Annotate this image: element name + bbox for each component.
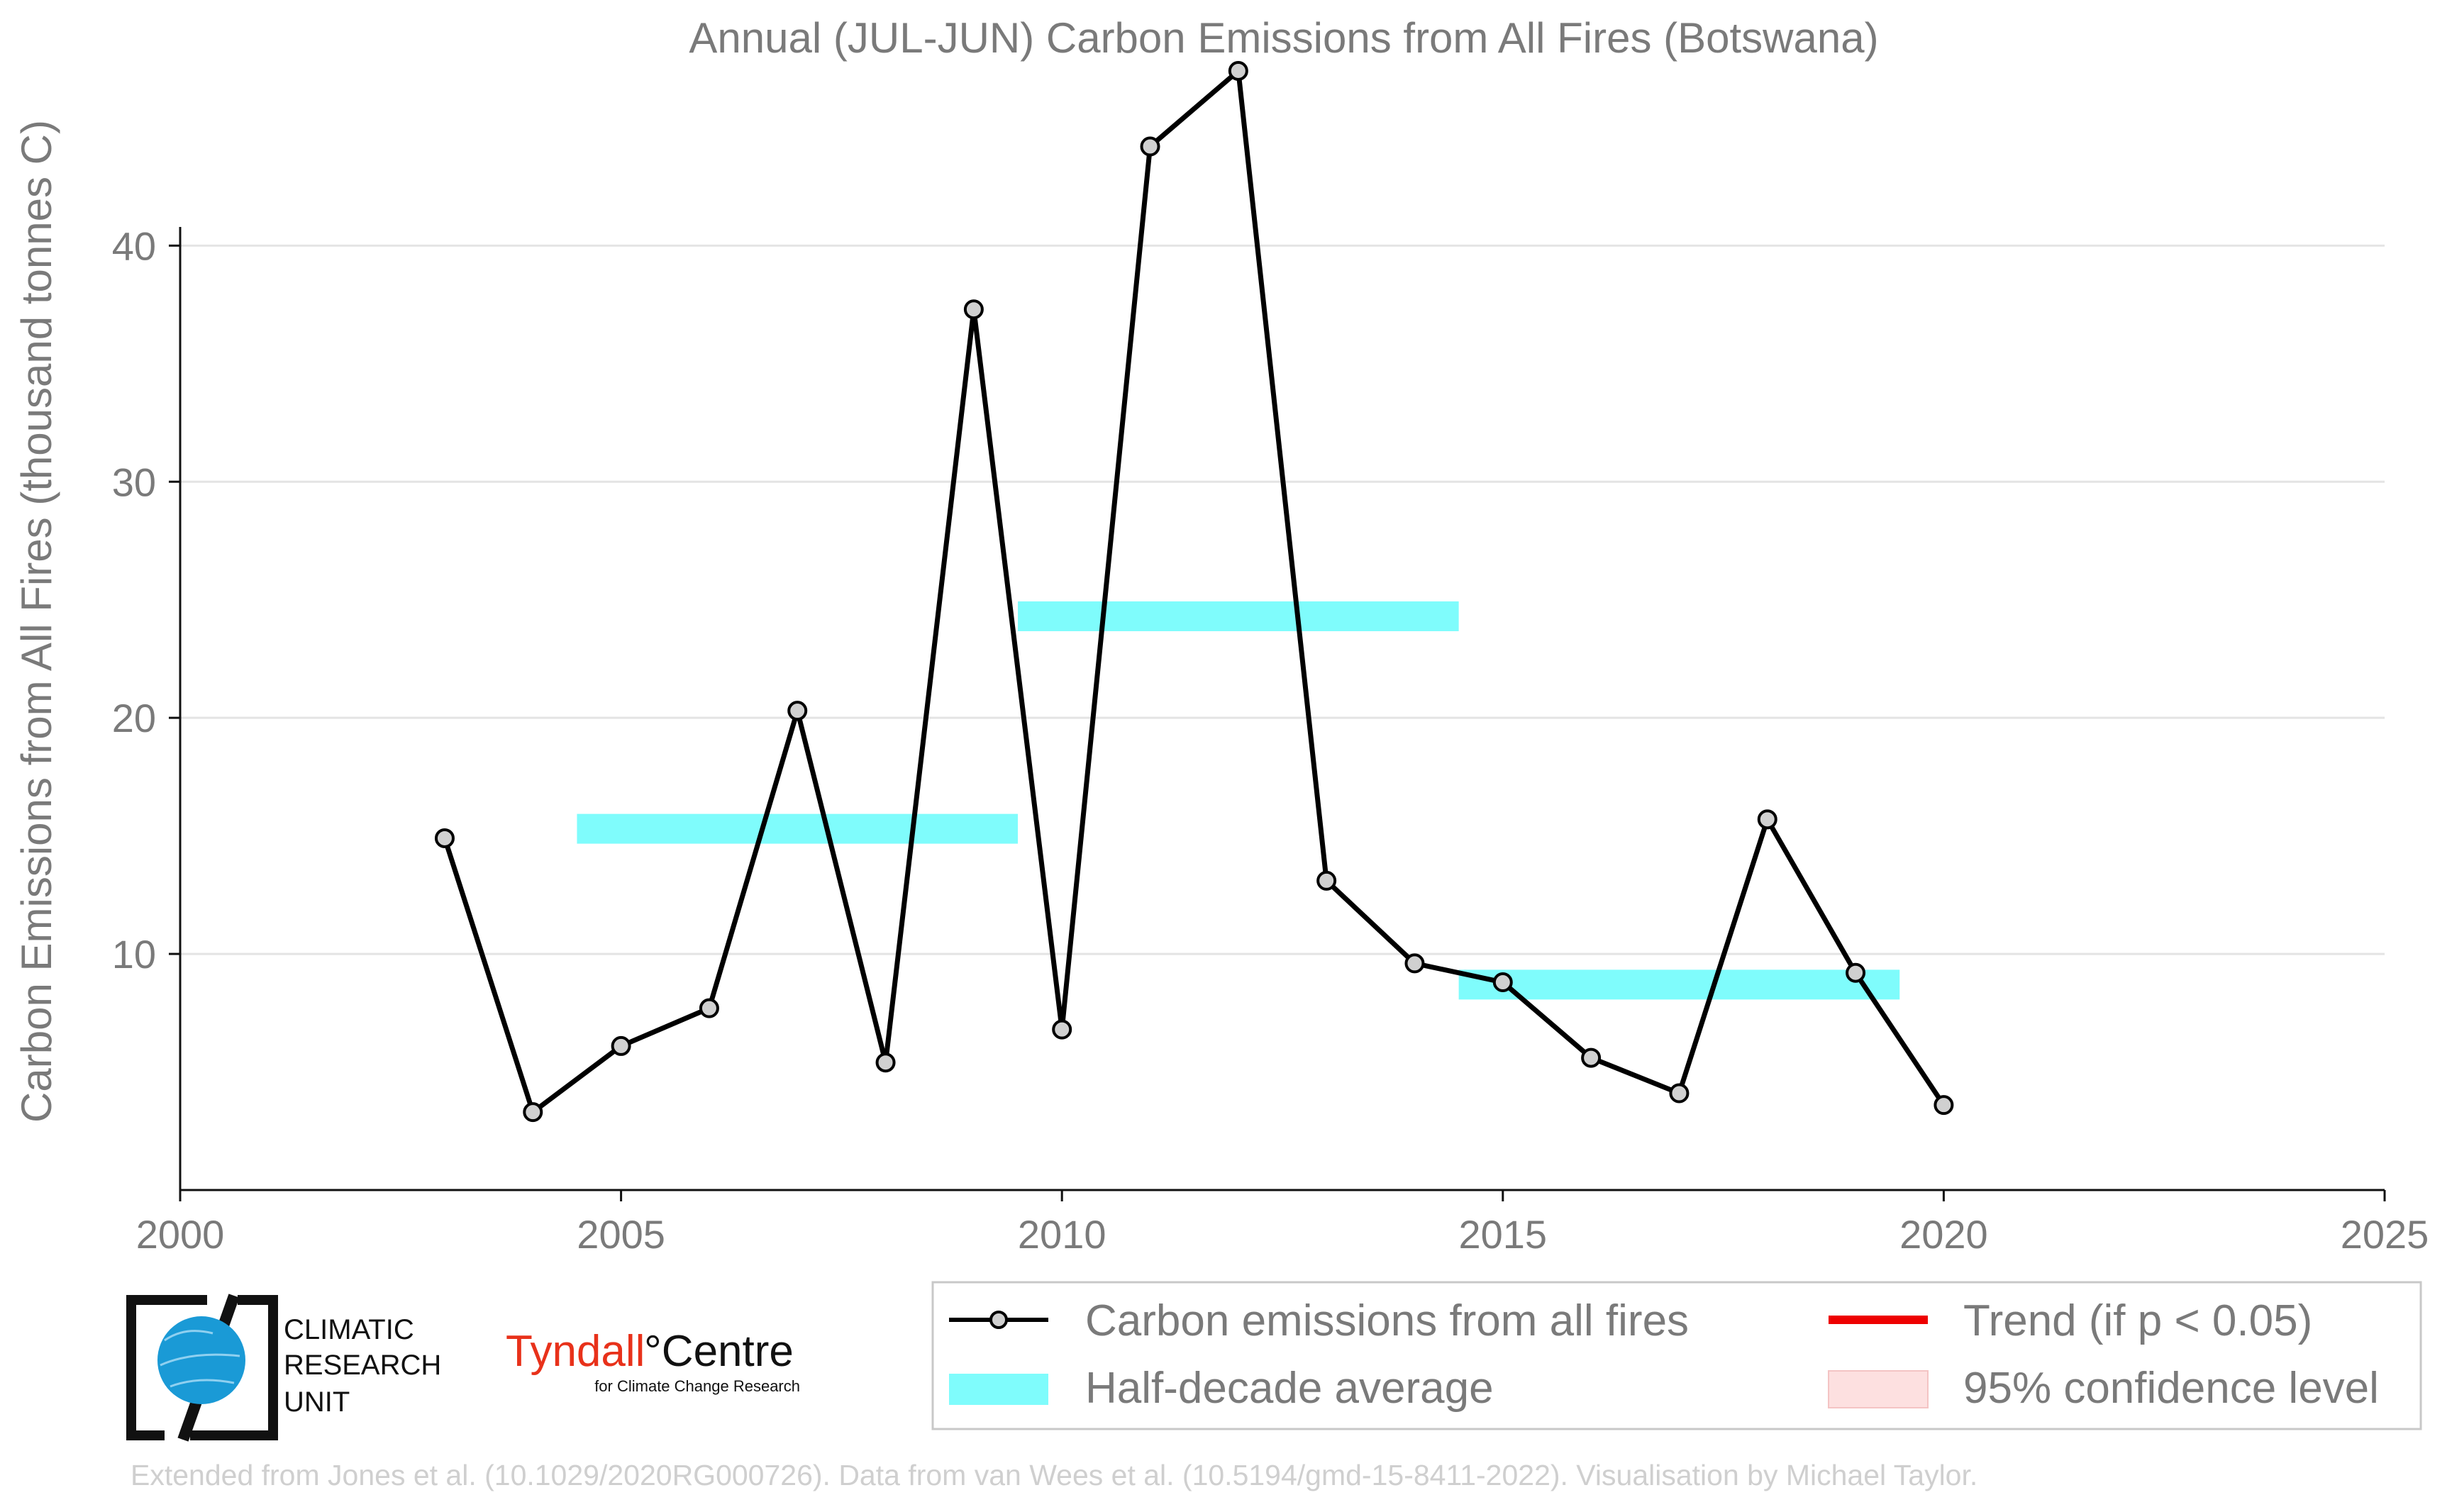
tyndall-subtitle: for Climate Change Research [594, 1377, 800, 1395]
average-bar-1 [1018, 601, 1459, 632]
x-tick-label-2005: 2005 [577, 1212, 665, 1257]
cru-logo: CLIMATIC RESEARCH UNIT [126, 1294, 441, 1442]
legend-label-trend: Trend (if p < 0.05) [1963, 1296, 2312, 1345]
legend-average-swatch [949, 1374, 1048, 1405]
y-tick-label-30: 30 [112, 460, 156, 504]
x-tick-label-2020: 2020 [1899, 1212, 1988, 1257]
data-point-2019 [1846, 962, 1866, 983]
tyndall-centre-text: °Centre [644, 1327, 794, 1376]
average-bar-0 [577, 813, 1019, 844]
data-point-2015 [1492, 972, 1513, 993]
chart-title: Annual (JUL-JUN) Carbon Emissions from A… [689, 14, 1878, 62]
legend-box [931, 1281, 2422, 1430]
data-point-2007 [787, 701, 808, 721]
data-point-2004 [523, 1102, 543, 1123]
series-line-0 [442, 68, 1946, 1115]
legend-label-emissions: Carbon emissions from all fires [1085, 1296, 1689, 1345]
x-tick-label-2025: 2025 [2341, 1212, 2429, 1257]
data-point-2017 [1669, 1083, 1690, 1104]
data-point-2010 [1052, 1019, 1072, 1040]
x-tick-labels: 2000 2005 2010 2015 2020 2025 [136, 1212, 2429, 1257]
data-point-2012 [1228, 60, 1248, 81]
gridlines [169, 244, 2385, 955]
y-tick-label-20: 20 [112, 696, 156, 740]
data-point-2003 [434, 828, 455, 848]
data-point-2006 [699, 998, 719, 1018]
y-tick-label-40: 40 [112, 223, 156, 268]
axes [179, 227, 2386, 1201]
cru-text-line3: UNIT [284, 1386, 350, 1418]
x-tick-label-2015: 2015 [1459, 1212, 1548, 1257]
data-point-2009 [963, 299, 984, 320]
data-point-2014 [1404, 953, 1425, 974]
tyndall-text: Tyndall [506, 1327, 645, 1376]
y-tick-label-10: 10 [112, 932, 156, 977]
average-bar-2 [1458, 969, 1900, 1000]
cru-text-line1: CLIMATIC [284, 1314, 414, 1345]
credit-line: Extended from Jones et al. (10.1029/2020… [131, 1459, 1977, 1491]
legend-label-average: Half-decade average [1085, 1364, 1494, 1413]
x-tick-label-2010: 2010 [1018, 1212, 1106, 1257]
data-point-2020 [1934, 1095, 1954, 1116]
data-point-2016 [1581, 1047, 1602, 1068]
emissions-series [434, 60, 1954, 1123]
data-point-2013 [1316, 870, 1337, 891]
half-decade-average-bars [577, 601, 1900, 1000]
cru-text-line2: RESEARCH [284, 1350, 441, 1381]
data-point-2018 [1757, 809, 1777, 830]
data-point-2011 [1140, 136, 1160, 157]
legend: Carbon emissions from all fires Trend (i… [931, 1281, 2422, 1430]
y-axis-label: Carbon Emissions from All Fires (thousan… [13, 120, 60, 1123]
tyndall-logo: Tyndall °Centre for Climate Change Resea… [506, 1327, 800, 1395]
legend-ci-swatch [1828, 1370, 1929, 1408]
data-point-2008 [875, 1052, 896, 1073]
y-tick-labels: 10 20 30 40 [112, 223, 156, 977]
x-tick-label-2000: 2000 [136, 1212, 225, 1257]
data-point-2005 [611, 1035, 631, 1056]
legend-line-symbol [949, 1311, 1048, 1329]
legend-label-ci: 95% confidence level [1963, 1364, 2379, 1413]
legend-trend-swatch [1829, 1316, 1928, 1324]
